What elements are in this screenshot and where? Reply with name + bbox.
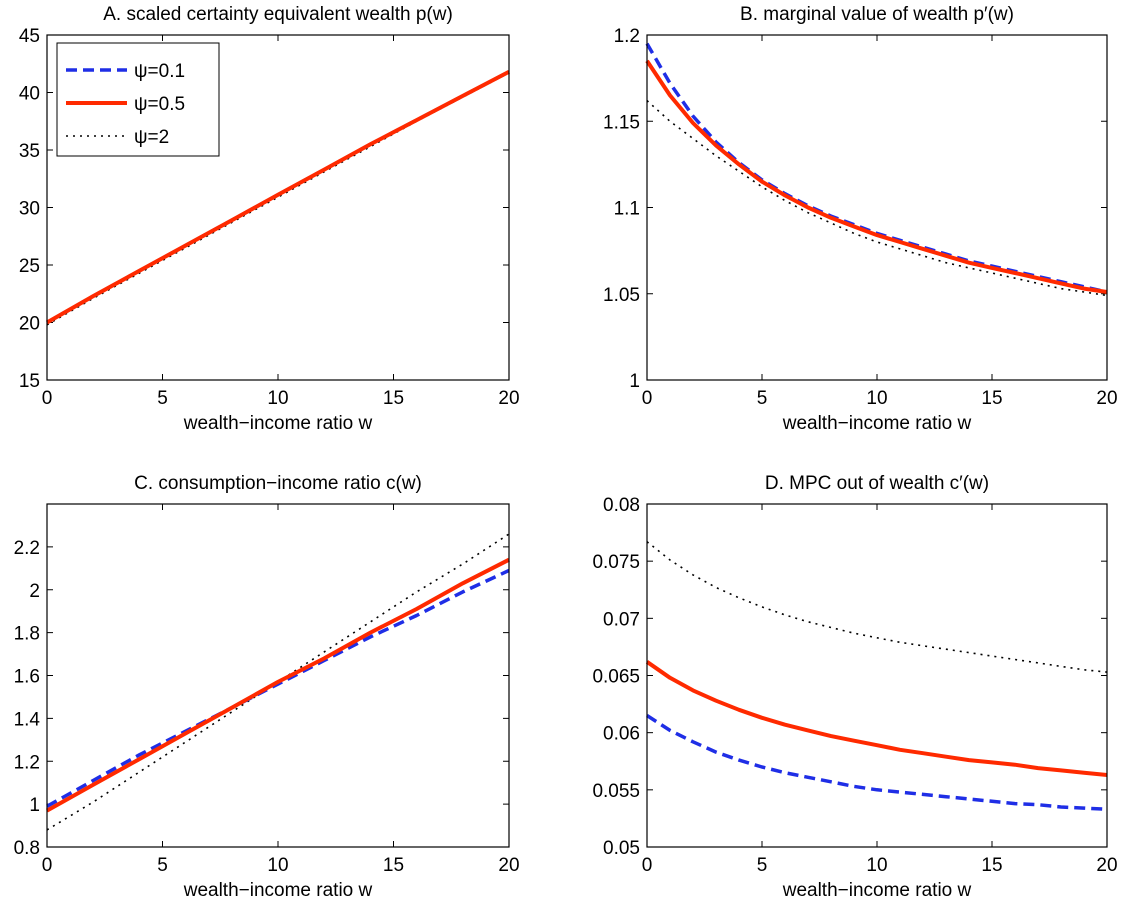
panel-b-frame (646, 34, 1108, 381)
panel-b-xtick-label: 5 (757, 388, 768, 409)
legend-label-psi-2: ψ=2 (134, 127, 169, 148)
panel-d-ytick-label: 0.075 (592, 552, 640, 573)
panel-b-ytick-label: 1.05 (603, 285, 640, 306)
panel-b-ytick-label: 1.15 (603, 112, 640, 133)
panel-a-title: A. scaled certainty equivalent wealth p(… (103, 4, 453, 25)
panel-a-ytick-label: 35 (19, 141, 40, 162)
panel-d-xtick-label: 15 (981, 855, 1002, 876)
panel-a-xtick-label: 0 (42, 388, 53, 409)
panel-a-plot-area: 0 5 10 15 20 15 20 25 30 35 40 45 (19, 26, 520, 409)
panel-c-plot-area: 0 5 10 15 20 0.8 1 1.2 1.4 1.6 1.8 2 2.2 (14, 504, 520, 876)
panel-d-ytick-label: 0.07 (603, 609, 640, 630)
panel-a-xtick-label: 10 (267, 388, 288, 409)
panel-c-title: C. consumption−income ratio c(w) (134, 473, 422, 494)
panel-b-xtick-label: 0 (642, 388, 653, 409)
panel-b-xtick-label: 10 (866, 388, 887, 409)
panel-a-xlabel: wealth−income ratio w (183, 413, 373, 434)
panel-b-plot-area: 0 5 10 15 20 1 1.05 1.1 1.15 1.2 (603, 26, 1118, 409)
panel-b-title: B. marginal value of wealth p′(w) (740, 4, 1014, 25)
panel-a-series-psi-0-5 (46, 70, 510, 325)
panel-d-plot-area: 0 5 10 15 20 0.05 0.055 0.06 0.065 0.07 0.075 0.08 (592, 495, 1117, 876)
panel-c-ytick-label: 1.6 (14, 667, 40, 688)
panel-d-xtick-label: 10 (866, 855, 887, 876)
panel-a-ytick-label: 30 (19, 199, 40, 220)
panel-d: D. MPC out of wealth c′(w) 0 5 10 15 200.050… (592, 473, 1117, 901)
panel-b-xtick-label: 20 (1096, 388, 1117, 409)
panel-c-ytick-label: 1.2 (14, 752, 40, 773)
panel-c-series-psi-0-5 (46, 557, 510, 813)
panel-d-xtick-label: 5 (757, 855, 768, 876)
panel-d-series-psi-0-5 (645, 660, 1108, 777)
panel-c-ytick-label: 1.4 (14, 709, 41, 730)
legend-label-psi-0-5: ψ=0.5 (134, 94, 185, 115)
panel-c-xtick-label: 0 (42, 855, 53, 876)
panel-b-ytick-label: 1 (629, 371, 640, 392)
legend: ψ=0.1 ψ=0.5 ψ=2 (56, 42, 220, 157)
panel-d-ytick-label: 0.06 (603, 724, 640, 745)
panel-b-series-psi-2 (646, 100, 1108, 297)
panel-b-ytick-label: 1.1 (614, 199, 640, 220)
panel-a-ytick-label: 20 (19, 314, 40, 335)
panel-c-ytick-label: 0.8 (14, 838, 40, 859)
panel-c-xtick-label: 20 (498, 855, 519, 876)
panel-a-xtick-label: 15 (383, 388, 404, 409)
panel-b-series-psi-0-1 (645, 42, 1108, 294)
legend-label-psi-0-1: ψ=0.1 (134, 61, 185, 82)
panel-a-xtick-label: 20 (498, 388, 519, 409)
panel-d-xtick-label: 0 (642, 855, 653, 876)
panel-d-ytick-label: 0.065 (592, 667, 640, 688)
panel-a-frame (46, 34, 510, 381)
panel-b: B. marginal value of wealth p′(w) 0 5 10 15… (603, 4, 1118, 434)
panel-d-series-psi-2 (646, 541, 1108, 673)
panel-a-ytick-label: 25 (19, 256, 40, 277)
panel-d-frame (646, 503, 1108, 848)
legend-box (56, 42, 220, 157)
panel-c-ytick-label: 2.2 (14, 538, 40, 559)
panel-b-ytick-label: 1.2 (614, 26, 640, 47)
panel-c-xtick-label: 15 (383, 855, 404, 876)
panel-c-ytick-label: 1.8 (14, 624, 40, 645)
panel-d-title: D. MPC out of wealth c′(w) (765, 473, 989, 494)
panel-c-xlabel: wealth−income ratio w (183, 880, 373, 901)
panel-d-xlabel: wealth−income ratio w (782, 880, 972, 901)
panel-a: A. scaled certainty equivalent wealth p(… (19, 4, 520, 434)
panel-c-xtick-label: 10 (267, 855, 288, 876)
panel-b-xtick-label: 15 (981, 388, 1002, 409)
panel-c-xtick-label: 5 (157, 855, 168, 876)
panel-b-series-psi-0-5 (645, 59, 1108, 294)
panel-c-ytick-label: 1 (29, 795, 40, 816)
panel-a-ytick-label: 40 (19, 84, 40, 105)
panel-d-series-psi-0-1 (646, 714, 1108, 812)
panel-c-ytick-label: 2 (29, 581, 40, 602)
panel-d-ytick-label: 0.08 (603, 495, 640, 516)
panel-d-ytick-label: 0.055 (592, 781, 640, 802)
panel-d-ytick-label: 0.05 (603, 838, 640, 859)
panel-c: C. consumption−income ratio c(w) 0 5 10 15 2… (14, 473, 520, 901)
panel-d-xtick-label: 20 (1096, 855, 1117, 876)
panel-a-ytick-label: 45 (19, 26, 40, 47)
panel-c-frame (46, 503, 510, 848)
panel-a-xtick-label: 5 (157, 388, 168, 409)
panel-a-ytick-label: 15 (19, 371, 40, 392)
panel-b-xlabel: wealth−income ratio w (782, 413, 972, 434)
